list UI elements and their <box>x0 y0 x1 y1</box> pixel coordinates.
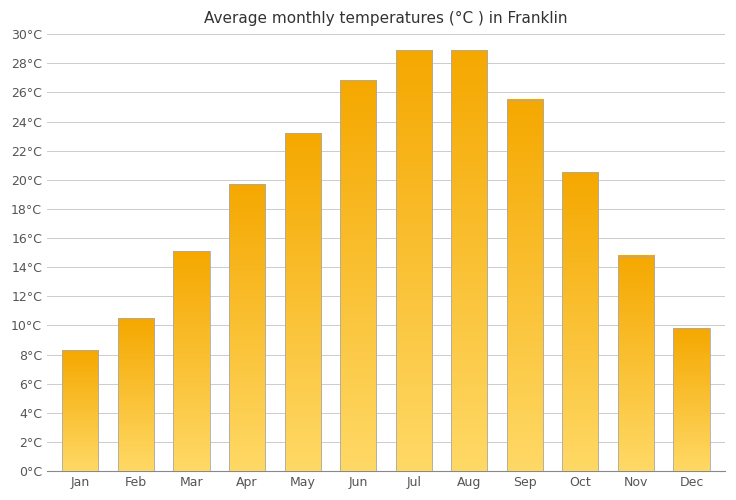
Title: Average monthly temperatures (°C ) in Franklin: Average monthly temperatures (°C ) in Fr… <box>204 11 567 26</box>
Bar <box>174 251 210 471</box>
Bar <box>63 350 99 471</box>
Bar <box>562 172 598 471</box>
Bar <box>340 81 376 471</box>
Bar <box>118 318 154 471</box>
Bar <box>229 184 265 471</box>
Bar <box>451 50 487 471</box>
Bar <box>618 256 654 471</box>
Bar <box>396 50 432 471</box>
Bar <box>507 100 543 471</box>
Bar <box>285 133 321 471</box>
Bar <box>673 328 710 471</box>
